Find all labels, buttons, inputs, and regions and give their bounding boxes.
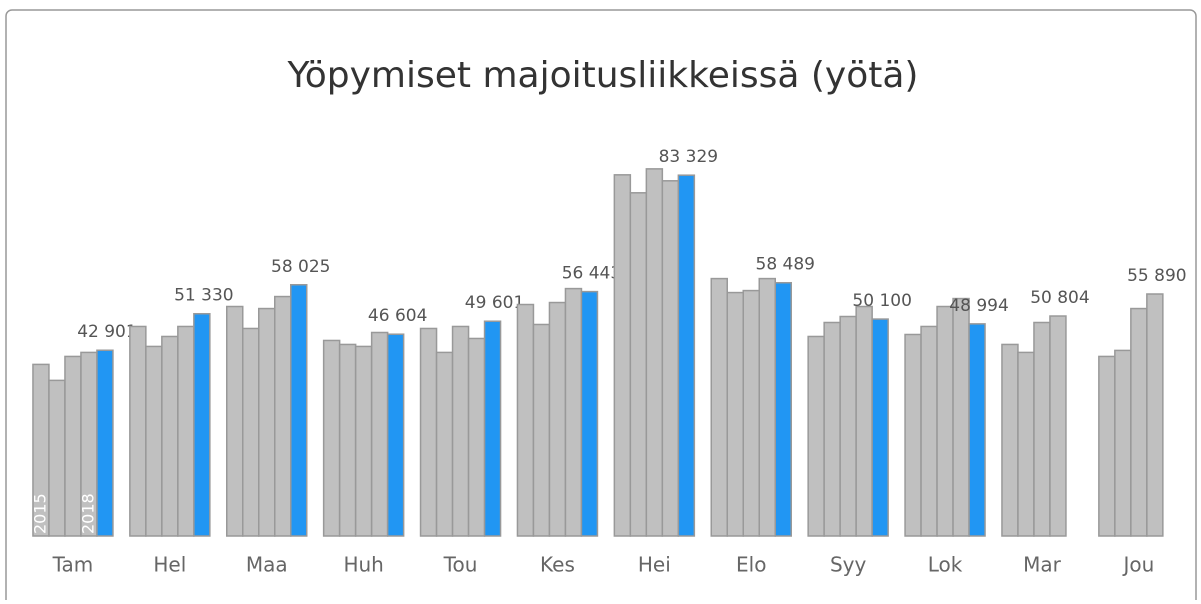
bar <box>338 343 357 537</box>
bar <box>936 305 954 537</box>
legend-label: 2015 <box>30 493 49 534</box>
bar <box>726 291 744 537</box>
x-tick-label: Lok <box>928 553 963 577</box>
bar <box>823 321 841 537</box>
x-tick-label: Syy <box>830 553 867 577</box>
data-label: 48 994 <box>949 296 1008 316</box>
bar <box>1033 321 1051 537</box>
x-tick-label: Tou <box>443 553 478 577</box>
bar <box>758 277 776 537</box>
x-tick-label: Hel <box>153 553 186 577</box>
bar <box>710 277 728 537</box>
bar <box>1146 293 1164 537</box>
bar <box>1017 351 1035 537</box>
bar <box>807 335 825 537</box>
data-label: 50 100 <box>852 291 911 311</box>
bar <box>1049 315 1067 537</box>
x-tick-label: Tam <box>52 553 94 577</box>
chart-title: Yöpymiset majoitusliikkeissä (yötä) <box>287 55 919 96</box>
data-label: 50 804 <box>1030 288 1089 308</box>
bar <box>274 295 292 537</box>
bar <box>855 305 873 537</box>
bar <box>226 305 244 537</box>
bar <box>258 307 276 537</box>
bar <box>920 325 938 537</box>
bar <box>904 333 922 537</box>
bar <box>548 301 567 537</box>
bar <box>1098 355 1116 537</box>
bar <box>467 337 486 537</box>
data-label: 46 604 <box>368 306 427 326</box>
bar <box>871 318 889 537</box>
bar <box>322 339 341 537</box>
data-label: 83 329 <box>659 147 718 167</box>
bar <box>1001 343 1019 537</box>
bar <box>145 345 163 537</box>
bar <box>661 180 680 537</box>
bar <box>161 335 179 537</box>
data-label: 51 330 <box>174 286 233 306</box>
bar <box>242 327 260 537</box>
bar <box>677 174 696 537</box>
bar <box>451 325 470 537</box>
bar <box>48 379 66 537</box>
x-tick-label: Maa <box>246 553 288 577</box>
bar <box>354 345 373 537</box>
data-label: 55 890 <box>1127 266 1186 286</box>
data-label: 56 443 <box>562 264 621 284</box>
x-tick-label: Elo <box>736 553 766 577</box>
bar <box>613 174 632 537</box>
x-tick-label: Jou <box>1121 553 1154 577</box>
data-label: 58 025 <box>271 257 330 277</box>
bar <box>386 333 405 537</box>
data-label: 42 901 <box>77 322 136 342</box>
data-label: 49 601 <box>465 293 524 313</box>
bar <box>193 312 211 537</box>
bar <box>1130 307 1148 537</box>
bar <box>742 289 760 537</box>
bar <box>952 297 970 537</box>
bar <box>1114 349 1132 537</box>
bar <box>516 303 535 537</box>
bar <box>419 327 438 537</box>
bar <box>177 325 195 537</box>
bar <box>645 168 664 537</box>
bar <box>129 325 147 537</box>
bar <box>839 315 857 537</box>
x-tick-label: Kes <box>540 553 575 577</box>
bar <box>774 281 792 537</box>
x-tick-label: Mar <box>1023 553 1062 577</box>
bar <box>968 323 986 537</box>
bar <box>483 320 502 537</box>
bar <box>290 284 308 537</box>
bar <box>370 331 389 537</box>
bar <box>580 290 599 537</box>
bar <box>435 351 454 537</box>
bar <box>564 287 583 537</box>
bar <box>96 349 114 537</box>
x-tick-label: Huh <box>343 553 383 577</box>
bar <box>532 323 551 537</box>
legend-label: 2018 <box>78 493 97 534</box>
x-tick-label: Hei <box>638 553 671 577</box>
data-label: 58 489 <box>756 255 815 275</box>
bar <box>629 192 648 537</box>
